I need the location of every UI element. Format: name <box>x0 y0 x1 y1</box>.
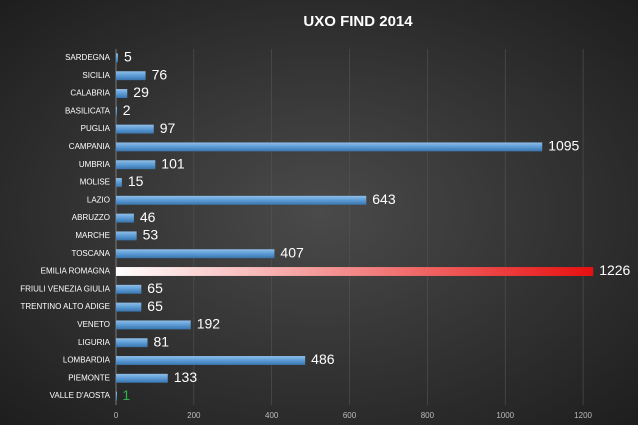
value-label: 2 <box>123 102 131 118</box>
value-label: 486 <box>311 351 335 367</box>
x-tick-label: 1200 <box>574 411 592 420</box>
category-label: TOSCANA <box>71 249 110 258</box>
bar <box>116 320 191 330</box>
bar <box>116 89 128 98</box>
category-label: CALABRIA <box>70 89 110 98</box>
bar <box>116 160 156 170</box>
bar <box>116 249 275 259</box>
bar <box>116 106 117 116</box>
category-label: CAMPANIA <box>69 142 111 151</box>
category-label: EMILIA ROMAGNA <box>41 267 111 276</box>
category-label: SARDEGNA <box>65 53 111 62</box>
value-label: 65 <box>147 298 163 314</box>
value-label: 65 <box>147 280 163 296</box>
bar <box>116 356 306 365</box>
value-label: 101 <box>161 155 185 171</box>
category-label: PIEMONTE <box>68 373 110 382</box>
x-tick-label: 1000 <box>496 411 514 420</box>
x-tick-label: 400 <box>265 411 279 420</box>
bar <box>116 53 118 63</box>
bar <box>116 178 122 187</box>
bar <box>116 373 168 383</box>
bar <box>116 267 594 276</box>
x-tick-label: 200 <box>187 411 201 420</box>
x-tick-label: 800 <box>421 411 435 420</box>
x-tick-label: 0 <box>114 411 119 420</box>
category-label: ABRUZZO <box>72 213 110 222</box>
value-label: 133 <box>174 369 198 385</box>
value-label: 1095 <box>548 138 579 154</box>
category-label: VALLE D'AOSTA <box>50 391 111 400</box>
value-label: 407 <box>280 244 304 260</box>
category-label: UMBRIA <box>79 160 111 169</box>
category-label: FRIULI VENEZIA GIULIA <box>20 284 110 293</box>
bar <box>116 124 154 134</box>
value-label: 15 <box>128 173 144 189</box>
x-tick-label: 600 <box>343 411 357 420</box>
category-label: LIGURIA <box>78 338 111 347</box>
value-label: 5 <box>124 49 132 65</box>
category-label: LAZIO <box>87 195 110 204</box>
category-label: LOMBARDIA <box>63 356 111 365</box>
value-label: 1226 <box>599 262 630 278</box>
category-label: MARCHE <box>75 231 110 240</box>
category-label: TRENTINO ALTO ADIGE <box>21 302 111 311</box>
chart-title: UXO FIND 2014 <box>303 13 413 30</box>
bar <box>116 71 146 81</box>
value-label: 46 <box>140 209 156 225</box>
bar <box>116 195 367 205</box>
bar <box>116 231 137 241</box>
bar <box>116 338 148 348</box>
value-label: 53 <box>143 227 159 243</box>
category-label: SICILIA <box>82 71 110 80</box>
value-label: 1 <box>122 387 130 403</box>
bar <box>116 213 134 223</box>
category-label: BASILICATA <box>65 106 111 115</box>
bar <box>116 391 117 401</box>
value-label: 643 <box>372 191 396 207</box>
category-label: VENETO <box>77 320 110 329</box>
bar <box>116 302 142 312</box>
bar <box>116 284 142 294</box>
category-label: PUGLIA <box>81 124 111 133</box>
value-label: 76 <box>152 66 168 82</box>
value-label: 97 <box>160 120 176 136</box>
value-label: 192 <box>197 316 221 332</box>
bar <box>116 142 543 152</box>
category-label: MOLISE <box>80 178 110 187</box>
value-label: 81 <box>154 333 170 349</box>
value-label: 29 <box>133 84 149 100</box>
